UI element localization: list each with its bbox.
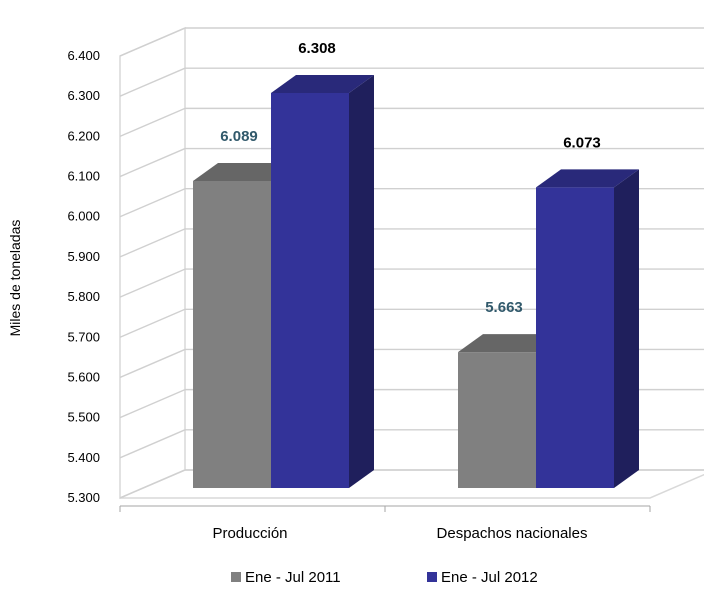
- gridline-side: [119, 107, 186, 138]
- data-labels: 6.089 6.308 5.663 6.073: [220, 40, 601, 316]
- legend-label: Ene - Jul 2011: [245, 569, 341, 586]
- bar-top: [193, 162, 296, 181]
- gridline-side: [119, 348, 186, 379]
- side-wall: [119, 26, 186, 500]
- y-tick-label: 5.700: [67, 329, 100, 344]
- y-tick-label: 5.900: [67, 249, 100, 264]
- y-tick-label: 6.400: [67, 48, 100, 63]
- category-label: Despachos nacionales: [437, 525, 588, 542]
- bar-top: [458, 334, 561, 353]
- gridline-side: [119, 388, 186, 419]
- legend-swatch: [427, 572, 437, 582]
- y-tick-label: 5.400: [67, 450, 100, 465]
- y-tick-label: 6.200: [67, 128, 100, 143]
- bar-0-1: [271, 74, 374, 488]
- bar-front: [536, 187, 614, 489]
- data-label: 6.308: [298, 40, 336, 57]
- bar-top: [536, 169, 639, 188]
- bar-1-1: [536, 169, 639, 489]
- data-label: 6.089: [220, 128, 258, 145]
- data-label: 5.663: [485, 299, 523, 316]
- gridline-side: [119, 147, 186, 178]
- gridline-side: [119, 228, 186, 258]
- y-tick-label: 5.300: [67, 490, 100, 505]
- y-tick-label: 5.800: [67, 289, 100, 304]
- category-label: Producción: [212, 525, 287, 542]
- legend-label: Ene - Jul 2012: [441, 569, 538, 586]
- gridline-side: [119, 308, 186, 338]
- legend-swatch: [231, 572, 241, 582]
- gridline-side: [119, 429, 186, 459]
- gridline-side: [119, 268, 186, 298]
- y-tick-label: 6.300: [67, 88, 100, 103]
- y-tick-label: 5.500: [67, 410, 100, 425]
- bar-side: [349, 74, 374, 488]
- data-label: 6.073: [563, 134, 601, 151]
- y-tick-label: 5.600: [67, 369, 100, 384]
- gridline-side: [119, 27, 186, 57]
- y-tick-label: 6.100: [67, 169, 100, 184]
- bars: [193, 74, 639, 489]
- bar-front: [271, 92, 349, 488]
- bar-front: [193, 180, 271, 488]
- bar-front: [458, 352, 536, 488]
- x-axis: Producción Despachos nacionales: [119, 505, 651, 542]
- y-axis-tick-labels: 5.300 5.400 5.500 5.600 5.700 5.800 5.900 6.000…: [67, 48, 100, 505]
- y-axis-label: Miles de toneladas: [7, 220, 23, 337]
- y-tick-label: 6.000: [67, 209, 100, 224]
- gridline-side: [119, 188, 186, 218]
- gridline-side: [119, 469, 186, 499]
- bar-top: [271, 74, 374, 93]
- legend: Ene - Jul 2011 Ene - Jul 2012: [231, 569, 538, 586]
- bar-side: [614, 169, 639, 489]
- gridline-side: [119, 67, 186, 97]
